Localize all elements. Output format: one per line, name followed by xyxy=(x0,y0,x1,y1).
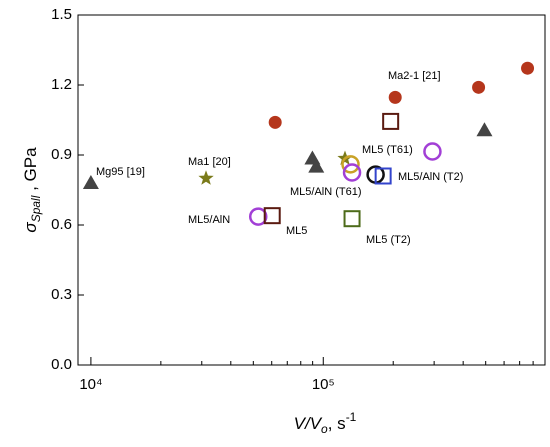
x-label-main: V/V xyxy=(294,414,323,433)
x-label-subscript: o xyxy=(321,422,328,436)
triangle-marker xyxy=(476,122,493,137)
point-annotation: Mg95 [19] xyxy=(96,166,145,178)
point-annotation: ML5 (T2) xyxy=(366,234,411,246)
y-label-subscript: Spall xyxy=(29,195,43,222)
y-tick-label: 0.0 xyxy=(51,356,72,373)
triangle-marker xyxy=(82,175,99,189)
circle-marker xyxy=(521,61,535,75)
x-label-unit: , s xyxy=(328,414,346,433)
open-square-marker xyxy=(382,112,400,130)
y-tick-label: 0.9 xyxy=(51,146,72,163)
open-circle-marker xyxy=(342,163,362,182)
circle-marker xyxy=(388,90,402,104)
open-circle-marker xyxy=(248,207,268,226)
point-annotation: ML5 xyxy=(286,225,307,237)
x-axis-label: V/Vo, s-1 xyxy=(294,410,357,436)
circle-marker xyxy=(472,80,486,94)
open-square-marker xyxy=(263,207,281,225)
y-axis-label: σSpall , GPa xyxy=(21,147,43,233)
open-circle-marker xyxy=(423,142,442,161)
circle-marker xyxy=(268,115,282,129)
y-tick-label: 1.2 xyxy=(51,76,72,93)
point-annotation: ML5 (T61) xyxy=(362,144,413,156)
star-marker xyxy=(198,170,214,185)
open-square-marker xyxy=(343,210,361,228)
y-tick-label: 0.3 xyxy=(51,286,72,303)
point-annotation: ML5/AlN (T61) xyxy=(290,186,362,198)
point-annotation: ML5/AlN xyxy=(188,214,230,226)
y-tick-label: 1.5 xyxy=(51,6,72,23)
y-tick-label: 0.6 xyxy=(51,216,72,233)
point-annotation: Ma1 [20] xyxy=(188,156,231,168)
y-label-rest: , GPa xyxy=(21,147,40,196)
open-square-marker xyxy=(374,167,392,185)
x-tick-label: 10⁵ xyxy=(312,376,335,393)
y-label-symbol: σ xyxy=(21,222,40,233)
point-annotation: Ma2-1 [21] xyxy=(388,70,441,82)
open-circle-marker xyxy=(341,155,360,174)
triangle-marker xyxy=(308,158,325,173)
x-label-superscript: -1 xyxy=(346,410,357,424)
point-annotation: ML5/AlN (T2) xyxy=(398,171,463,183)
x-tick-label: 10⁴ xyxy=(79,376,102,393)
plot-frame xyxy=(77,14,546,366)
